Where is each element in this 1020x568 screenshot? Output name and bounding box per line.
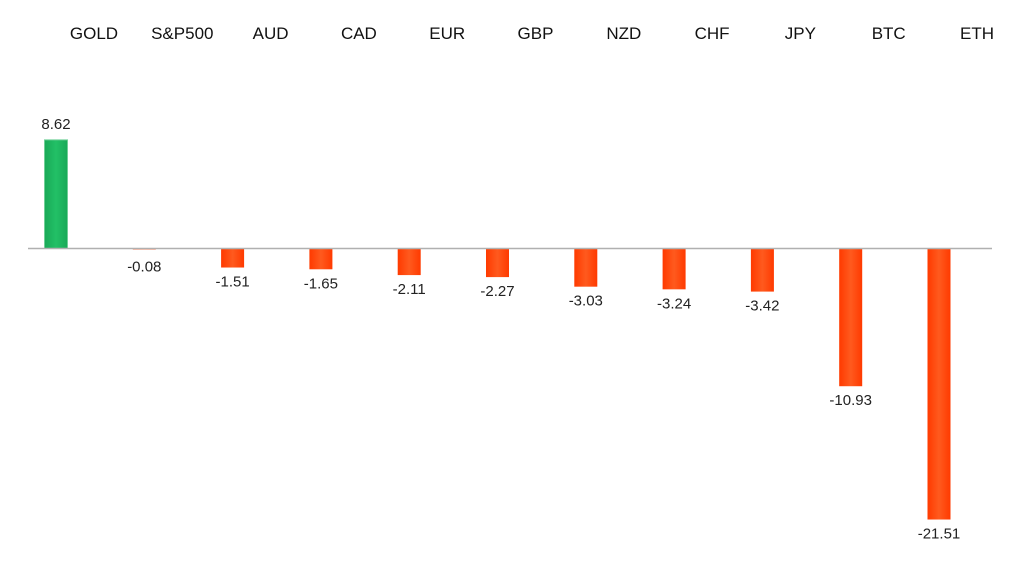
value-label-eth: -21.51 — [918, 526, 961, 543]
category-label-eth: ETH — [960, 24, 994, 43]
category-labels: GOLD S&P500 AUD CAD EUR GBP NZD CHF JPY BTC ETH — [70, 24, 994, 43]
bar-cad — [309, 248, 333, 270]
category-label-cad: CAD — [341, 24, 377, 43]
bar-eth — [927, 248, 951, 520]
bar-eur — [397, 248, 421, 276]
category-label-btc: BTC — [872, 24, 906, 43]
category-label-sandp500: S&P500 — [151, 24, 213, 43]
bar-jpy — [750, 248, 774, 292]
category-label-gbp: GBP — [518, 24, 554, 43]
bars — [44, 139, 951, 520]
value-label-btc: -10.93 — [829, 392, 872, 409]
value-label-sandp500: -0.08 — [127, 259, 161, 276]
category-label-eur: EUR — [429, 24, 465, 43]
bar-gold — [44, 139, 68, 249]
bar-btc — [839, 248, 863, 387]
value-label-cad: -1.65 — [304, 275, 338, 292]
category-label-nzd: NZD — [606, 24, 641, 43]
category-label-chf: CHF — [695, 24, 730, 43]
value-label-aud: -1.51 — [215, 274, 249, 291]
value-label-chf: -3.24 — [657, 295, 691, 312]
value-label-jpy: -3.42 — [745, 298, 779, 315]
bar-gbp — [486, 248, 509, 278]
value-labels: 8.62 -0.08 -1.51 -1.65 -2.11 -2.27 -3.03 -3.24 -… — [41, 116, 960, 543]
value-label-gold: 8.62 — [41, 116, 70, 133]
bar-chf — [662, 248, 686, 290]
value-label-gbp: -2.27 — [480, 283, 514, 300]
bar-nzd — [574, 248, 598, 287]
category-label-gold: GOLD — [70, 24, 118, 43]
value-label-nzd: -3.03 — [569, 293, 603, 310]
category-label-aud: AUD — [253, 24, 289, 43]
category-label-jpy: JPY — [785, 24, 816, 43]
value-label-eur: -2.11 — [393, 281, 426, 298]
bar-aud — [221, 248, 245, 268]
